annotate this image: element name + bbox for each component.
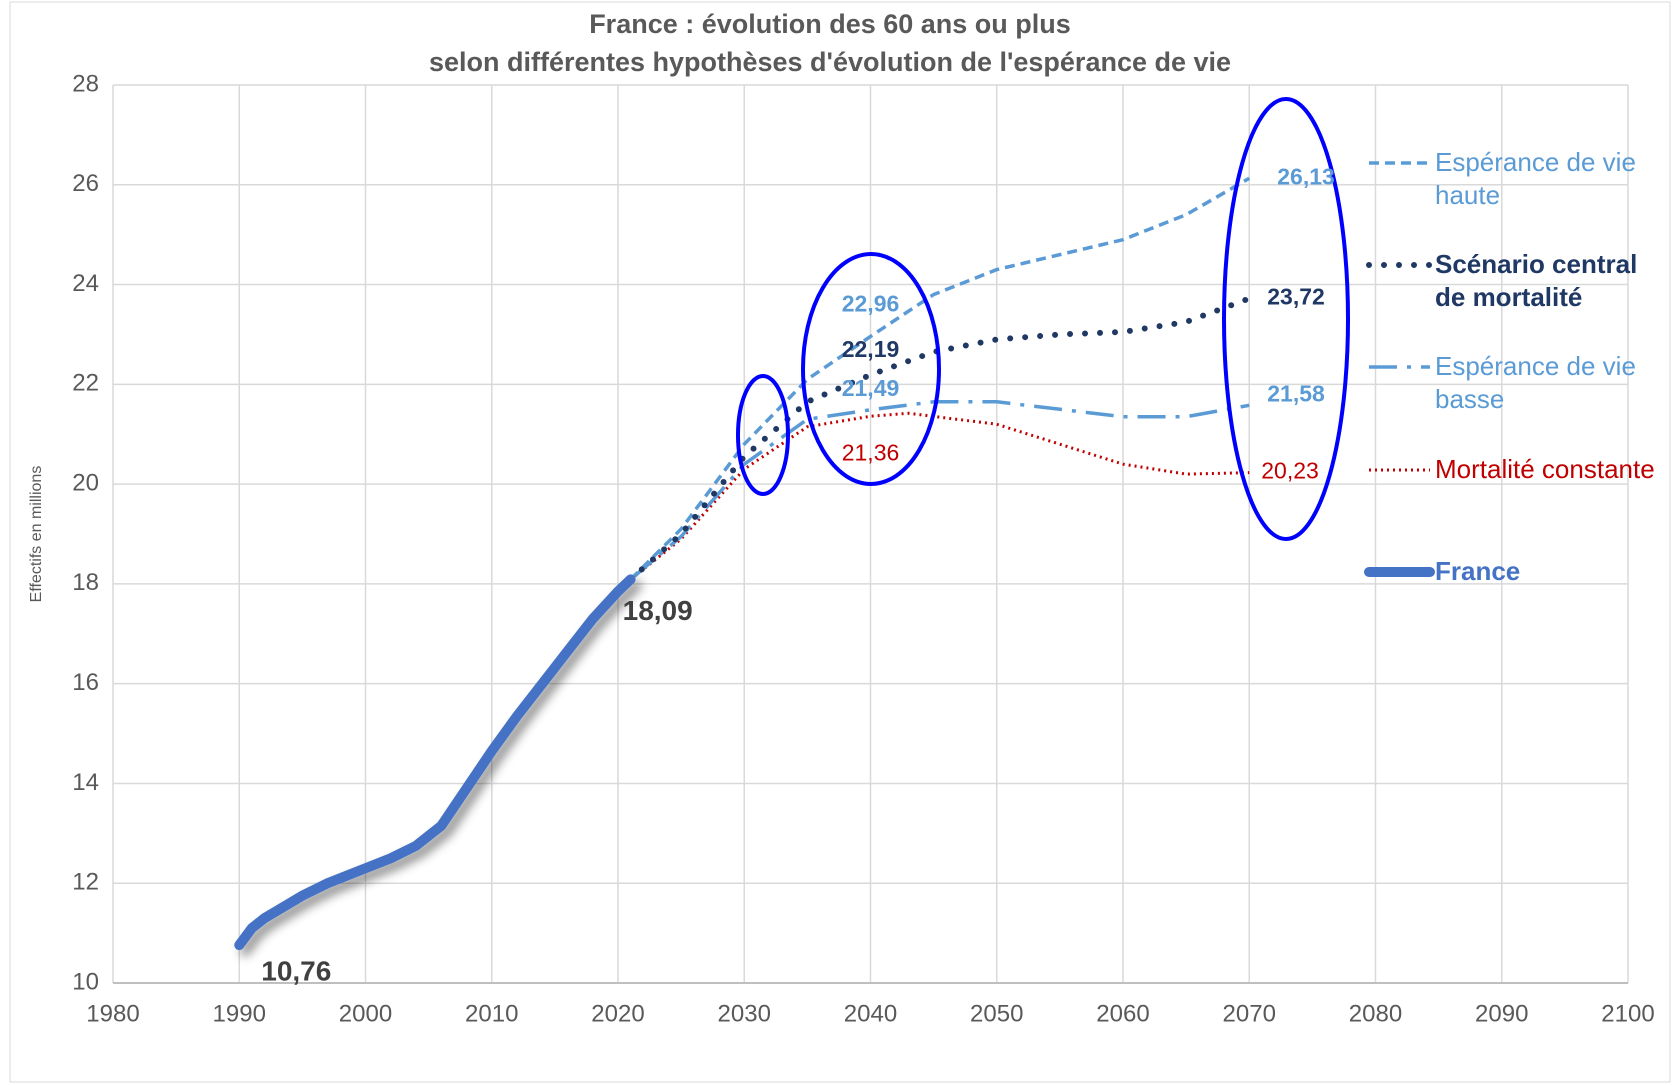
y-tick-label: 14 [72,769,99,796]
x-tick-label: 2020 [591,1000,644,1027]
x-tick-label: 2000 [339,1000,392,1027]
series-line [234,574,636,951]
series-line [629,176,1251,581]
series-line [629,400,1250,581]
legend-label: Espérance de vie basse [1435,351,1636,414]
x-tick-label: 1990 [213,1000,266,1027]
y-tick-label: 16 [72,669,99,696]
legend-label: Espérance de vie haute [1435,147,1636,210]
x-tick-label: 2010 [465,1000,518,1027]
data-label: 21,36 [842,439,900,465]
x-tick-label: 2040 [844,1000,897,1027]
data-label: 10,76 [261,955,331,986]
labels: 21,36 20,23 21,49 21,58 22,96 26,13 22,19 23,72… [261,163,1335,986]
x-tick-label: 2060 [1096,1000,1149,1027]
legend-label: France [1435,556,1521,586]
data-label: 26,13 [1277,163,1335,189]
chart-subtitle: selon différentes hypothèses d'évolution… [429,47,1231,77]
data-label: 23,72 [1267,284,1325,310]
highlight-ellipse [801,252,941,486]
x-tick-label: 1980 [86,1000,139,1027]
data-label: 22,19 [842,336,900,362]
data-label: 20,23 [1261,458,1319,484]
series-line [629,411,1250,581]
legend-label: Scénario central de mortalité [1435,249,1638,312]
lines [234,176,1253,951]
y-axis-label: Effectifs en millions [28,466,45,603]
y-tick-label: 20 [72,469,99,496]
data-label: 18,09 [623,595,693,626]
y-tick-label: 28 [72,70,99,97]
chart-title: France : évolution des 60 ans ou plus [589,9,1071,39]
x-tick-label: 2100 [1601,1000,1654,1027]
series-line [627,295,1253,583]
highlight-ellipses [736,97,1350,541]
grid: 10 12 14 16 18 20 22 24 26 28 1980 1990 2000 2010 2020… [72,70,1654,1027]
data-label: 21,49 [842,375,900,401]
y-tick-label: 12 [72,869,99,896]
legend [1364,161,1435,577]
x-tick-label: 2090 [1475,1000,1528,1027]
y-tick-label: 10 [72,968,99,995]
data-label: 22,96 [842,291,900,317]
highlight-ellipse [736,374,790,496]
y-tick-label: 22 [72,370,99,397]
x-tick-label: 2070 [1223,1000,1276,1027]
highlight-ellipse [1222,97,1350,541]
data-label: 21,58 [1267,380,1325,406]
x-tick-label: 2050 [970,1000,1023,1027]
y-tick-label: 26 [72,170,99,197]
x-tick-label: 2030 [718,1000,771,1027]
x-tick-label: 2080 [1349,1000,1402,1027]
legend-label: Mortalité constante [1435,454,1655,484]
y-tick-label: 18 [72,569,99,596]
y-tick-label: 24 [72,270,99,297]
